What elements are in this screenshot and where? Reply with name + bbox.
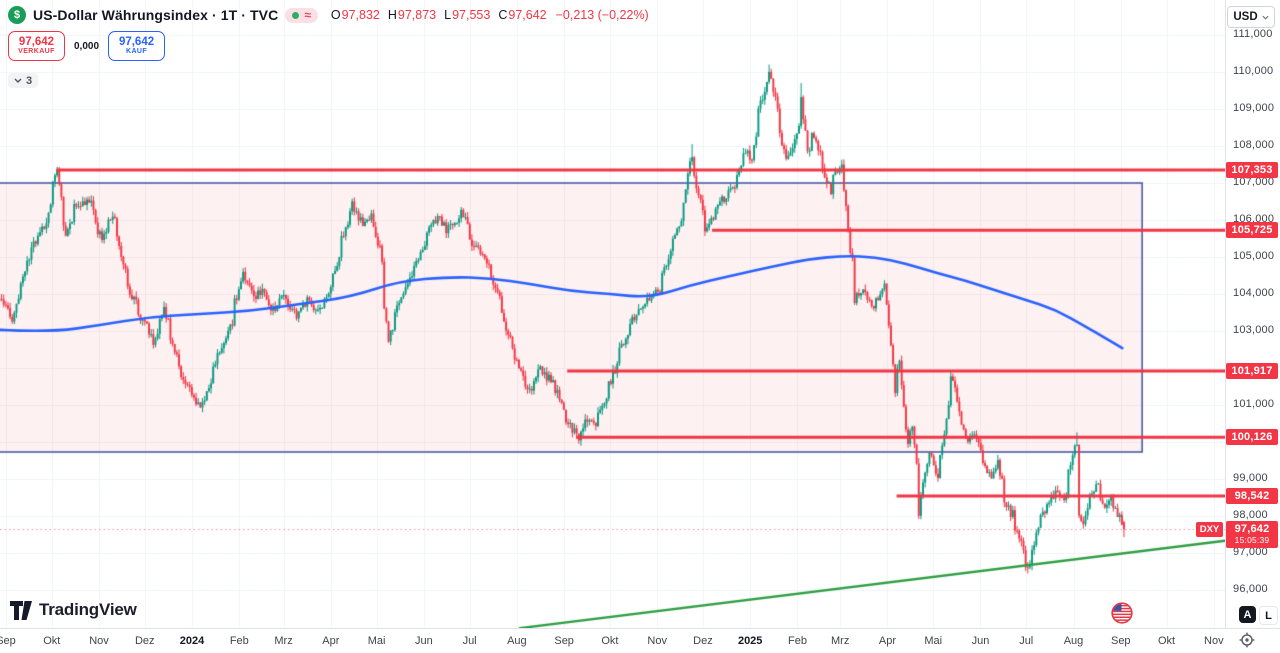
currency-label: USD <box>1233 11 1258 23</box>
level-price-label[interactable]: 98,542 <box>1226 487 1278 504</box>
time-tick-label: Sep <box>1110 635 1131 647</box>
time-axis[interactable]: Sep Okt Nov Dez 2024 Feb Mrz Apr Mai Jun Jul Aug Sep… <box>0 628 1280 653</box>
low-value: 97,553 <box>452 8 491 22</box>
time-tick-label: Mai <box>367 635 386 647</box>
change-value: −0,213 (−0,22%) <box>555 8 649 22</box>
chart-legend: $ US-Dollar Währungsindex · 1T · TVC ≈ O… <box>8 5 649 88</box>
time-tick-label: Jun <box>414 635 433 647</box>
price-tick-label: 98,000 <box>1233 509 1268 521</box>
market-status-pill[interactable]: ≈ <box>285 7 318 23</box>
tradingview-mark-icon <box>10 600 32 620</box>
time-tick-label: Aug <box>507 635 527 647</box>
tradingview-logo[interactable]: TradingView <box>10 600 137 620</box>
time-tick-label: Okt <box>43 635 61 647</box>
low-label: L <box>444 8 452 22</box>
log-scale-button[interactable]: L <box>1259 606 1278 625</box>
time-tick-label: 2025 <box>737 635 763 647</box>
market-open-dot-icon <box>292 11 300 19</box>
high-value: 97,873 <box>397 8 437 22</box>
time-tick-label: Dez <box>693 635 713 647</box>
object-tree-chip[interactable]: 3 <box>8 73 39 88</box>
open-value: 97,832 <box>341 8 380 22</box>
time-tick-label: Apr <box>878 635 896 647</box>
buy-label: KAUF <box>126 48 148 56</box>
price-tick-label: 105,000 <box>1233 250 1275 262</box>
price-tick-label: 108,000 <box>1233 139 1275 151</box>
object-tree-count: 3 <box>26 74 33 87</box>
price-tick-label: 103,000 <box>1233 324 1275 336</box>
spread-value: 0,000 <box>74 40 100 52</box>
time-tick-label: Sep <box>554 635 574 647</box>
time-tick-label: Apr <box>322 635 340 647</box>
approx-badge: ≈ <box>304 8 311 22</box>
sell-label: VERKAUF <box>18 48 55 56</box>
time-tick-label: Nov <box>1204 635 1224 647</box>
ohlc-values: O 97,832 H 97,873 L 97,553 C 97,642 <box>331 8 547 22</box>
time-tick-label: Jul <box>462 635 477 647</box>
symbol-price-line-badge[interactable]: DXY <box>1196 522 1223 537</box>
price-tick-label: 109,000 <box>1233 102 1275 114</box>
time-tick-label: Nov <box>89 635 109 647</box>
time-tick-label: Okt <box>601 635 619 647</box>
time-tick-label: Aug <box>1063 635 1084 647</box>
level-price-label[interactable]: 107,353 <box>1226 161 1278 178</box>
price-tick-label: 99,000 <box>1233 472 1268 484</box>
symbol-logo-icon: $ <box>8 6 26 24</box>
last-price-value: 97,642 <box>1234 523 1270 536</box>
open-label: O <box>330 8 341 22</box>
time-tick-label: Mai <box>924 635 943 647</box>
price-tick-label: 96,000 <box>1233 583 1268 595</box>
price-tick-label: 97,000 <box>1233 546 1268 558</box>
us-flag-icon <box>1111 602 1133 629</box>
chart-canvas[interactable] <box>0 0 1225 628</box>
price-tick-label: 110,000 <box>1233 65 1274 77</box>
price-tick-label: 111,000 <box>1233 28 1273 40</box>
currency-dropdown[interactable]: USD <box>1227 6 1275 28</box>
time-tick-label: Dez <box>134 635 155 647</box>
settings-gear-icon[interactable] <box>1239 632 1255 653</box>
tradingview-logo-text: TradingView <box>39 600 137 619</box>
high-label: H <box>387 8 397 22</box>
price-tick-label: 107,000 <box>1233 176 1275 188</box>
sell-price: 97,642 <box>18 36 55 49</box>
time-tick-label: Mrz <box>274 635 293 647</box>
time-tick-label: Okt <box>1157 635 1176 647</box>
buy-price: 97,642 <box>118 36 155 49</box>
time-tick-label: Feb <box>787 635 807 647</box>
time-tick-label: Jul <box>1019 635 1034 647</box>
price-tick-label: 104,000 <box>1233 287 1275 299</box>
time-tick-label: Mrz <box>831 635 850 647</box>
time-tick-label: Jun <box>971 635 990 647</box>
time-tick-label: 2024 <box>179 635 205 647</box>
close-label: C <box>498 8 508 22</box>
sell-button[interactable]: 97,642 VERKAUF <box>8 31 65 61</box>
level-price-label[interactable]: 105,725 <box>1226 222 1278 239</box>
time-tick-label: Nov <box>647 635 667 647</box>
level-price-label[interactable]: 100,126 <box>1226 429 1278 446</box>
close-value: 97,642 <box>508 8 547 22</box>
bar-countdown: 15:05:39 <box>1234 534 1270 545</box>
symbol-title[interactable]: US-Dollar Währungsindex · 1T · TVC <box>33 7 279 23</box>
last-price-label: 97,642 15:05:39 <box>1226 521 1278 548</box>
price-tick-label: 106,000 <box>1233 213 1275 225</box>
buy-button[interactable]: 97,642 KAUF <box>108 31 166 61</box>
price-tick-label: 101,000 <box>1233 398 1275 410</box>
chevron-down-icon <box>14 78 22 83</box>
level-price-label[interactable]: 101,917 <box>1226 363 1278 380</box>
time-tick-label: Feb <box>229 635 249 647</box>
auto-scale-button[interactable]: A <box>1239 606 1256 623</box>
time-tick-label: Sep <box>0 635 16 647</box>
chevron-down-icon <box>1262 15 1269 20</box>
